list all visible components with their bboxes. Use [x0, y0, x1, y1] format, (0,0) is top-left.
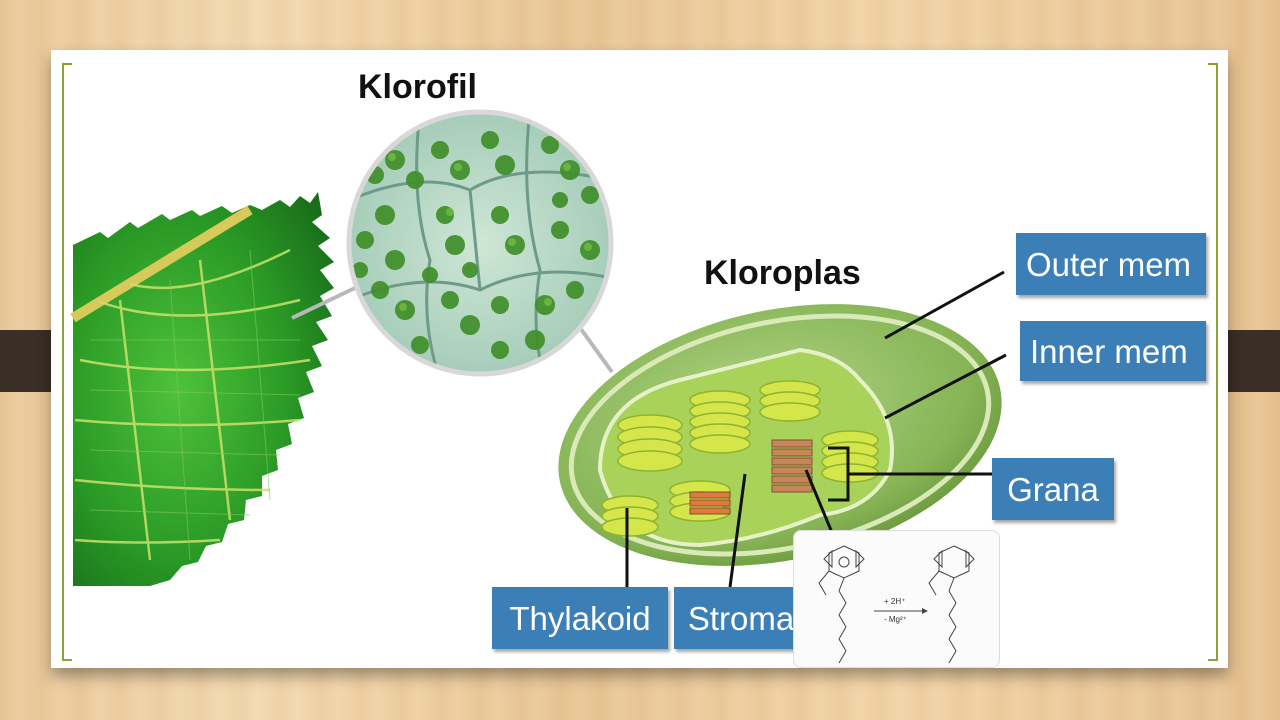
thylakoid-label: Thylakoid — [492, 587, 668, 649]
grana-text: Grana — [1007, 470, 1099, 508]
leaf-midrib — [70, 205, 253, 323]
stroma-text: Stroma — [687, 599, 795, 637]
inner-membrane-label: Inner mem — [1020, 321, 1206, 381]
pointer-lines — [625, 270, 1007, 588]
leaf-zoom-connector — [291, 286, 356, 320]
outer-membrane-label: Outer mem — [1016, 233, 1206, 295]
chlorophyll-reaction-inset: + 2H⁺ - Mg²⁺ — [793, 530, 1000, 668]
left-frame-bracket — [62, 63, 72, 661]
grana-label: Grana — [992, 458, 1114, 520]
thylakoid-text: Thylakoid — [509, 599, 651, 637]
stroma-label: Stroma — [674, 587, 808, 649]
molecule-structures — [818, 545, 975, 664]
chloroplast-diagram — [558, 304, 1002, 566]
klorofil-title: Klorofil — [358, 68, 477, 106]
inner-membrane-text: Inner mem — [1030, 332, 1188, 370]
grana-stacks — [601, 380, 879, 537]
kloroplas-title: Kloroplas — [704, 254, 861, 292]
right-frame-bracket — [1208, 63, 1218, 661]
chlorophyll-cells-magnified — [346, 109, 614, 377]
reaction-top-text: + 2H⁺ — [884, 597, 906, 606]
leaf-veins — [74, 248, 311, 561]
leaf-illustration — [70, 192, 334, 586]
leaf-blade — [73, 192, 334, 586]
reaction-bottom-text: - Mg²⁺ — [884, 615, 907, 624]
outer-membrane-text: Outer mem — [1026, 245, 1192, 283]
